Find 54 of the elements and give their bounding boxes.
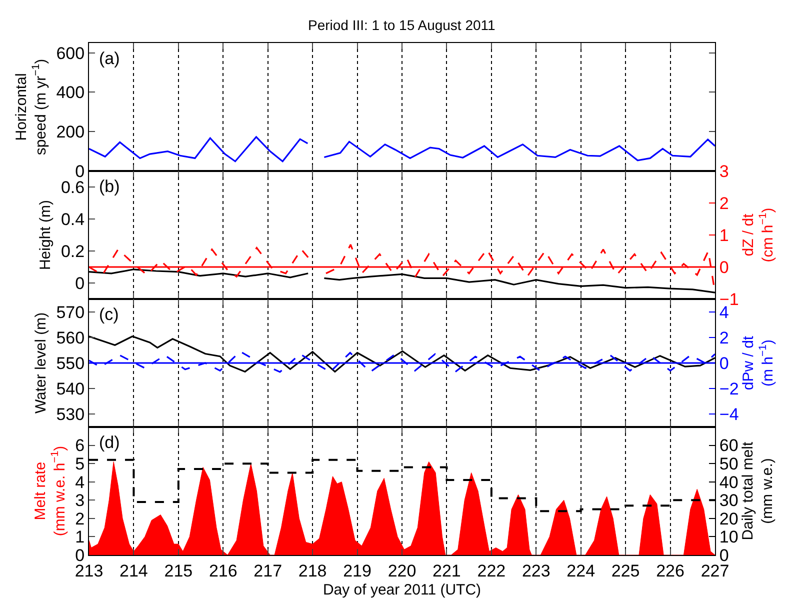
y-tick-label: 4 [75,472,85,492]
x-tick-label: 218 [298,561,327,580]
y2-axis-title: Daily total melt (mm w.e.) [739,440,776,540]
x-tick-label: 216 [208,561,238,580]
y2-tick-label: −2 [719,380,739,399]
y2-tick-label: 30 [719,491,738,510]
line-series [89,350,715,373]
y2-tick-label: 2 [719,328,729,348]
y2-tick-label: 0 [719,258,729,277]
y-tick-label: 0.2 [60,242,85,261]
x-tick-label: 222 [477,561,506,580]
x-tick-label: 226 [656,561,684,580]
y-tick-label: 2 [75,509,85,528]
x-tick-label: 225 [611,561,640,580]
x-axis-title: Day of year 2011 (UTC) [322,581,482,598]
y-tick-label: 560 [56,328,85,348]
y2-tick-label: 0 [719,354,729,373]
x-tick-label: 215 [164,561,193,580]
y-tick-label: 5 [75,454,85,474]
y2-tick-label: 3 [719,162,729,181]
annotation: (c) [99,305,119,324]
x-tick-label: 214 [120,561,148,580]
x-tick-label: 219 [343,561,372,580]
y2-tick-label: 50 [719,454,738,474]
y-tick-label: 540 [56,380,85,399]
y-tick-label: 570 [56,302,85,322]
y-tick-label: 550 [56,354,85,373]
y-tick-label: 1 [75,528,85,547]
annotation: (b) [99,177,120,196]
x-tick-label: 217 [254,561,282,580]
x-tick-label: 224 [566,561,596,580]
y2-tick-label: 60 [719,436,738,456]
chart-title: Period III: 1 to 15 August 2011 [308,17,496,33]
y2-tick-label: 2 [719,194,729,213]
y-tick-label: 600 [56,44,85,63]
y-tick-label: 200 [56,122,85,142]
annotation: (a) [99,49,120,68]
x-tick-label: 220 [388,561,416,580]
y-tick-label: 0 [75,274,85,293]
y-axis-title: Water level (m) [32,312,50,414]
annotation: (d) [99,433,120,452]
y-tick-label: 400 [56,83,85,102]
y2-tick-label: −4 [719,405,739,424]
y2-tick-label: 40 [719,472,738,492]
y2-tick-label: 20 [719,509,738,528]
y2-tick-label: 1 [719,226,729,245]
x-tick-label: 221 [432,561,461,580]
y-axis-title: Height (m) [37,200,54,270]
y-tick-label: 0.4 [60,210,85,229]
y-tick-label: 3 [75,491,85,510]
y2-tick-label: 10 [719,528,738,547]
x-tick-label: 223 [522,561,550,580]
y-tick-label: 530 [56,405,85,424]
y-tick-label: 6 [75,436,85,456]
